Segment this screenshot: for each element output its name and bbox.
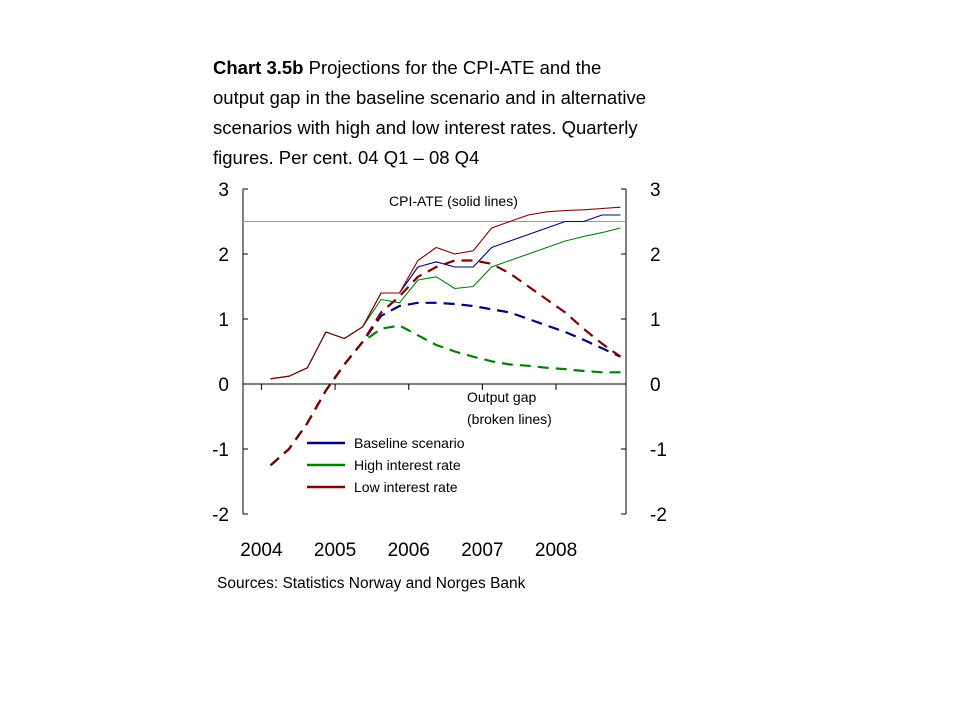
y-tick-label-right: 1 <box>650 310 661 331</box>
y-tick-label-left: 1 <box>218 310 229 331</box>
y-tick-label-right: 3 <box>650 180 661 201</box>
y-tick-label-right: -2 <box>650 505 667 526</box>
annotation-gap-1: Output gap <box>467 389 536 405</box>
chart-title: Chart 3.5b Projections for the CPI-ATE a… <box>213 53 653 173</box>
x-tick-label: 2008 <box>535 540 577 561</box>
cpi-line-baseline-scenario <box>270 214 621 380</box>
x-tick-label: 2004 <box>240 540 283 561</box>
annotation-gap-2: (broken lines) <box>467 411 552 427</box>
chart-title-text: Projections for the CPI-ATE and the outp… <box>213 57 646 168</box>
legend-label: Baseline scenario <box>354 435 465 451</box>
x-tick-label: 2005 <box>314 540 356 561</box>
x-tick-label: 2006 <box>388 540 430 561</box>
annotation-cpi: CPI-ATE (solid lines) <box>389 193 518 209</box>
gap-line-low-interest-rate <box>269 259 622 467</box>
y-tick-label-left: 3 <box>218 180 229 201</box>
y-tick-label-left: 2 <box>218 245 229 266</box>
chart-source: Sources: Statistics Norway and Norges Ba… <box>217 575 526 592</box>
legend-label: Low interest rate <box>354 479 458 495</box>
y-tick-label-right: 0 <box>650 375 661 396</box>
x-tick-label: 2007 <box>461 540 503 561</box>
cpi-line-low-interest-rate <box>270 206 621 380</box>
legend-label: High interest rate <box>354 457 461 473</box>
y-tick-label-right: -1 <box>650 440 667 461</box>
y-tick-label-left: -2 <box>212 505 229 526</box>
chart-title-bold: Chart 3.5b <box>213 57 304 78</box>
y-tick-label-left: 0 <box>218 375 229 396</box>
y-tick-label-right: 2 <box>650 245 661 266</box>
y-tick-label-left: -1 <box>212 440 229 461</box>
